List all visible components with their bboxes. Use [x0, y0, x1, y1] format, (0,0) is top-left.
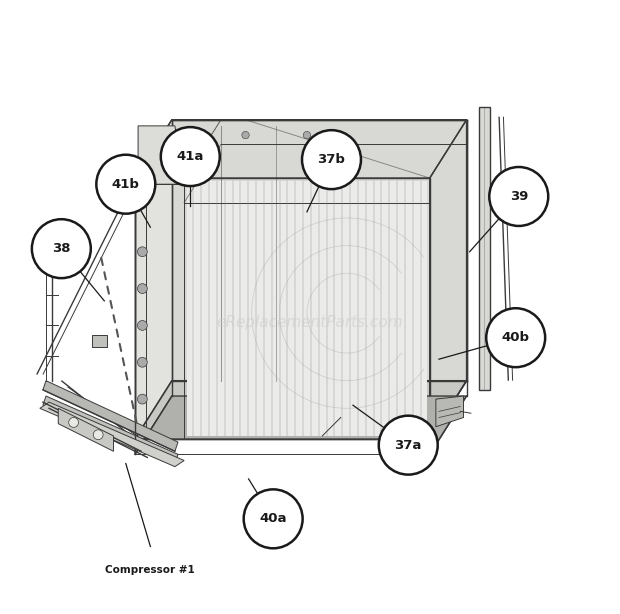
- Text: 41a: 41a: [177, 150, 204, 163]
- Circle shape: [302, 130, 361, 189]
- Circle shape: [138, 321, 148, 330]
- Text: 40b: 40b: [502, 331, 529, 344]
- Polygon shape: [40, 402, 184, 467]
- Polygon shape: [430, 120, 467, 439]
- Circle shape: [138, 357, 148, 367]
- Polygon shape: [172, 120, 467, 381]
- Circle shape: [96, 155, 155, 214]
- Circle shape: [489, 167, 548, 226]
- Polygon shape: [187, 181, 427, 436]
- Circle shape: [242, 131, 249, 139]
- Text: 39: 39: [510, 190, 528, 203]
- Text: 38: 38: [52, 242, 71, 255]
- Polygon shape: [138, 126, 181, 184]
- Circle shape: [199, 131, 206, 139]
- Polygon shape: [479, 107, 490, 390]
- Circle shape: [93, 430, 103, 440]
- Text: 37b: 37b: [317, 153, 345, 166]
- FancyBboxPatch shape: [92, 335, 107, 347]
- Circle shape: [486, 308, 545, 367]
- Circle shape: [161, 127, 219, 186]
- Circle shape: [138, 284, 148, 293]
- Circle shape: [32, 219, 91, 278]
- Circle shape: [69, 418, 79, 427]
- Polygon shape: [135, 381, 467, 439]
- Circle shape: [138, 394, 148, 404]
- Text: 37a: 37a: [394, 438, 422, 452]
- Polygon shape: [43, 396, 178, 464]
- Text: 40a: 40a: [259, 512, 287, 526]
- Polygon shape: [58, 408, 113, 451]
- Polygon shape: [135, 178, 430, 439]
- Text: Compressor #1: Compressor #1: [105, 565, 195, 575]
- Circle shape: [138, 247, 148, 257]
- Text: 41b: 41b: [112, 177, 140, 191]
- Polygon shape: [436, 396, 464, 427]
- Circle shape: [303, 131, 311, 139]
- Polygon shape: [43, 381, 178, 451]
- Polygon shape: [135, 396, 467, 454]
- Circle shape: [244, 489, 303, 548]
- Text: eReplacementParts.com: eReplacementParts.com: [216, 315, 404, 330]
- Circle shape: [379, 416, 438, 475]
- Polygon shape: [135, 120, 467, 178]
